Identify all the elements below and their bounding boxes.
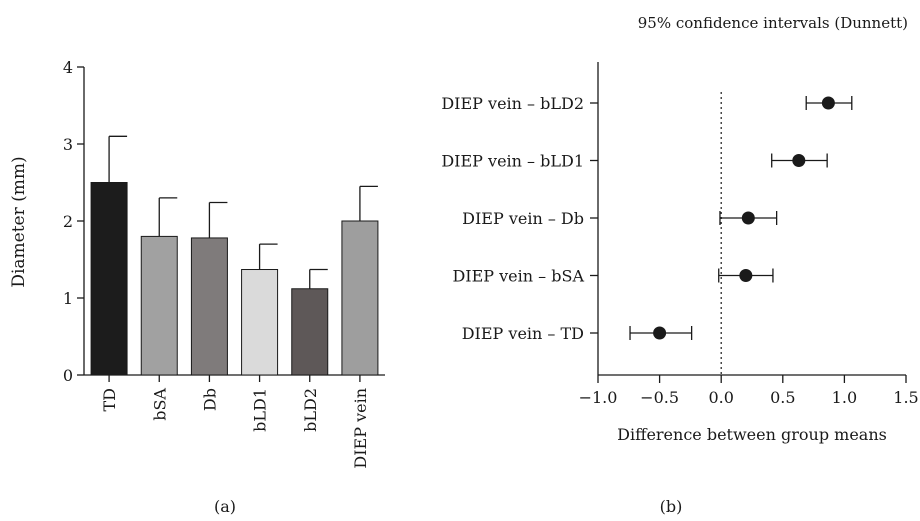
bar bbox=[140, 235, 178, 376]
y-tick-label: 1 bbox=[63, 289, 73, 308]
y-tick-label: 2 bbox=[63, 212, 73, 231]
panel-b-label: (b) bbox=[660, 497, 683, 516]
ci-series bbox=[629, 96, 853, 340]
x-tick-label: TD bbox=[100, 388, 119, 412]
bar bbox=[291, 288, 329, 376]
x-tick-label: 0.5 bbox=[770, 388, 795, 407]
chart-title: 95% confidence intervals (Dunnett) bbox=[638, 14, 908, 32]
bar-chart-axes: 0 1 2 3 4 TD bSA Db bLD1 bLD2 DIEP vein bbox=[63, 58, 385, 469]
x-tick-label: −1.0 bbox=[579, 388, 618, 407]
ci-chart-axes: −1.0 −0.5 0.0 0.5 1.0 1.5 DIEP vein – bLD2 DIEP… bbox=[441, 62, 919, 407]
x-tick-label: Db bbox=[200, 388, 219, 411]
x-tick-label: 1.0 bbox=[832, 388, 857, 407]
ci-chart-panel: 95% confidence intervals (Dunnett) −1.0−… bbox=[441, 14, 918, 516]
mean-point bbox=[792, 154, 806, 167]
bar bbox=[190, 237, 228, 376]
mean-point bbox=[653, 326, 667, 340]
x-tick-label: 0.0 bbox=[708, 388, 733, 407]
y-tick-label: 3 bbox=[63, 135, 73, 154]
y-tick-label: DIEP vein – bSA bbox=[452, 267, 584, 286]
mean-point bbox=[739, 269, 753, 282]
x-tick-label: 1.5 bbox=[893, 388, 918, 407]
y-tick-label: DIEP vein – bLD1 bbox=[441, 152, 584, 171]
x-tick-label: −0.5 bbox=[640, 388, 679, 407]
x-tick-label: bLD2 bbox=[301, 388, 320, 432]
x-axis-label: Difference between group means bbox=[617, 425, 887, 444]
y-axis-label: Diameter (mm) bbox=[9, 156, 29, 287]
mean-point bbox=[821, 96, 835, 110]
bar bbox=[341, 220, 379, 376]
x-tick-label: DIEP vein bbox=[351, 388, 370, 469]
y-tick-label: DIEP vein – bLD2 bbox=[441, 94, 584, 113]
panel-a-label: (a) bbox=[214, 497, 236, 516]
y-tick-label: DIEP vein – TD bbox=[462, 324, 584, 343]
x-tick-label: bLD1 bbox=[251, 388, 270, 432]
x-tick-label: bSA bbox=[150, 388, 169, 421]
bar-chart-panel: Diameter (mm) 0 1 2 3 4 TD bSA Db bLD1 bLD2 DIEP v… bbox=[9, 58, 385, 516]
y-tick-label: 4 bbox=[63, 58, 73, 77]
bar bbox=[241, 269, 279, 376]
y-tick-label: 0 bbox=[63, 366, 73, 385]
bar bbox=[90, 182, 128, 376]
mean-point bbox=[741, 211, 755, 225]
bar-series bbox=[90, 135, 379, 376]
y-tick-label: DIEP vein – Db bbox=[462, 209, 584, 228]
